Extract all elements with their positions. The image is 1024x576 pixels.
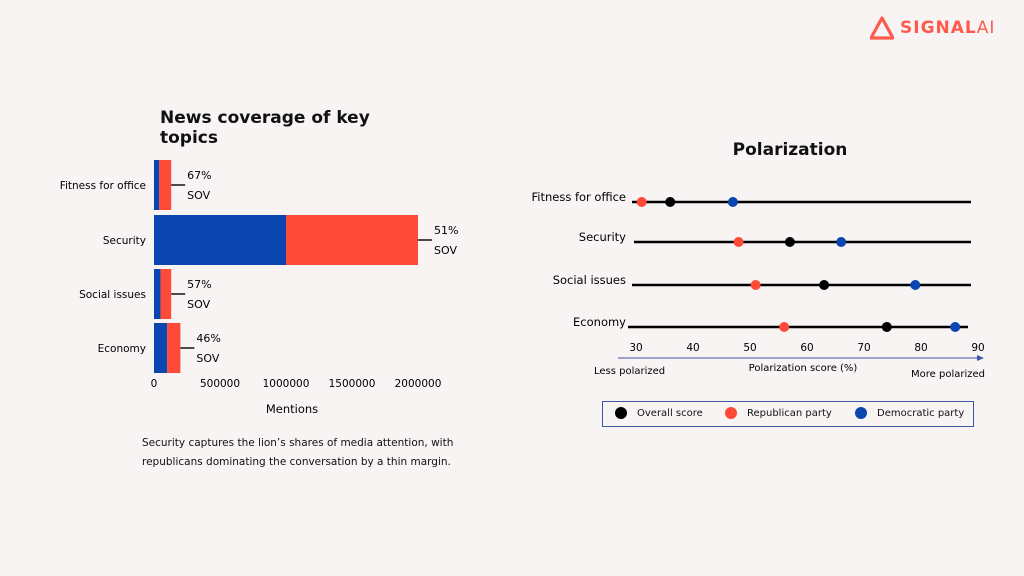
democratic-party-dot — [836, 237, 847, 247]
polarization-x-tick-label: 90 — [971, 342, 984, 354]
sov-unit-label: SOV — [196, 352, 219, 365]
republican-dot-icon — [725, 407, 737, 419]
coverage-chart-title: News coverage of key topics — [160, 108, 370, 148]
bar-segment — [286, 215, 418, 265]
republican-party-dot — [779, 322, 790, 332]
polarization-dot-chart: Fitness for office Security Social issues E… — [531, 190, 985, 380]
bar-segment — [154, 160, 160, 210]
sov-unit-label: SOV — [187, 189, 210, 202]
democratic-party-dot — [910, 280, 921, 290]
coverage-bar-chart: Fitness for office 67% SOV Security 51% SOV So… — [60, 160, 458, 416]
overall-dot-icon — [615, 407, 627, 419]
bar-x-tick-label: 2000000 — [395, 378, 442, 390]
polarization-chart-title: Polarization — [732, 140, 848, 160]
legend-item-republican: Republican party — [725, 407, 832, 419]
republican-party-dot — [733, 237, 744, 247]
more-polarized-label: More polarized — [911, 369, 985, 380]
overall-score-dot — [665, 197, 676, 207]
democratic-party-dot — [950, 322, 961, 332]
bar-segment — [160, 269, 172, 319]
bar-segment — [154, 269, 161, 319]
bar-segment — [154, 215, 286, 265]
legend-label-republican: Republican party — [747, 407, 832, 419]
bar-category-label: Security — [103, 235, 146, 247]
legend-item-overall: Overall score — [615, 407, 703, 419]
sov-percent-label: 46% — [196, 332, 220, 345]
polarization-category-label: Fitness for office — [531, 190, 626, 204]
logo-text: SIGNALAI — [900, 18, 995, 38]
sov-percent-label: 57% — [187, 278, 211, 291]
signal-ai-logo: SIGNALAI — [870, 16, 995, 40]
caption-line-2: republicans dominating the conversation … — [142, 456, 451, 468]
bar-category-label: Social issues — [79, 289, 146, 301]
polarization-category-label: Security — [579, 230, 626, 244]
democratic-dot-icon — [855, 407, 867, 419]
bar-segment — [167, 323, 181, 373]
bar-x-tick-label: 0 — [151, 378, 158, 390]
republican-party-dot — [636, 197, 647, 207]
sov-percent-label: 51% — [434, 224, 458, 237]
bar-x-tick-label: 1500000 — [329, 378, 376, 390]
bar-segment — [159, 160, 172, 210]
overall-score-dot — [881, 322, 892, 332]
legend-item-democratic: Democratic party — [855, 407, 964, 419]
chart-caption: Security captures the lion’s shares of m… — [142, 434, 482, 472]
polarization-x-tick-label: 50 — [743, 342, 756, 354]
polarization-x-tick-label: 30 — [629, 342, 642, 354]
bar-x-tick-label: 500000 — [200, 378, 240, 390]
bar-segment — [154, 323, 168, 373]
sov-percent-label: 67% — [187, 169, 211, 182]
polarization-x-axis-label: Polarization score (%) — [749, 363, 858, 374]
polarization-legend: Overall score Republican party Democrati… — [602, 401, 974, 427]
polarization-arrow-head — [977, 355, 984, 361]
polarization-x-tick-label: 60 — [800, 342, 813, 354]
signal-triangle-icon — [870, 16, 894, 40]
polarization-category-label: Economy — [573, 315, 626, 329]
polarization-x-tick-label: 80 — [914, 342, 927, 354]
bar-category-label: Fitness for office — [60, 180, 146, 192]
sov-unit-label: SOV — [187, 298, 210, 311]
bar-x-tick-label: 1000000 — [263, 378, 310, 390]
democratic-party-dot — [727, 197, 738, 207]
overall-score-dot — [819, 280, 830, 290]
bar-category-label: Economy — [98, 343, 146, 355]
overall-score-dot — [784, 237, 795, 247]
polarization-x-tick-label: 70 — [857, 342, 870, 354]
bar-x-axis-label: Mentions — [266, 402, 318, 416]
logo-suffix: AI — [976, 18, 996, 38]
less-polarized-label: Less polarized — [594, 366, 665, 377]
polarization-category-label: Social issues — [553, 273, 626, 287]
legend-label-overall: Overall score — [637, 407, 703, 419]
logo-name: SIGNAL — [900, 18, 977, 38]
legend-label-democratic: Democratic party — [877, 407, 965, 419]
sov-unit-label: SOV — [434, 244, 457, 257]
polarization-x-tick-label: 40 — [686, 342, 699, 354]
caption-line-1: Security captures the lion’s shares of m… — [142, 437, 454, 449]
republican-party-dot — [750, 280, 761, 290]
